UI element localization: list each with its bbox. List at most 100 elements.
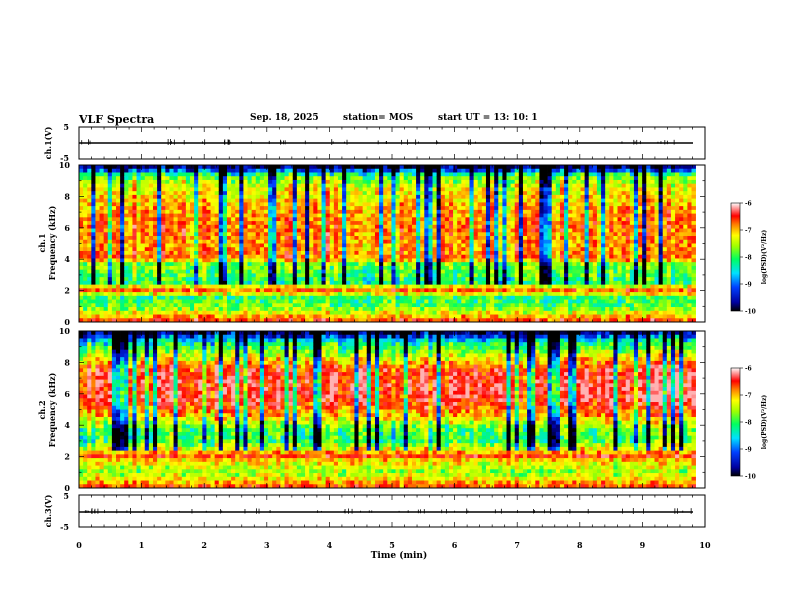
- spectrogram-cell: [99, 179, 105, 185]
- spectrogram-cell: [259, 277, 265, 282]
- spectrogram-cell: [214, 168, 220, 173]
- spectrogram-cell: [428, 254, 433, 259]
- spectrogram-cell: [498, 239, 503, 244]
- spectrogram-cell: [411, 206, 417, 211]
- spectrogram-cell: [350, 247, 355, 252]
- spectrogram-cell: [506, 172, 511, 177]
- spectrogram-cell: [103, 284, 109, 289]
- spectrogram-cell: [95, 254, 100, 259]
- spectrogram-cell: [251, 232, 257, 237]
- spectrogram-cell: [128, 247, 133, 252]
- spectrogram-cell: [99, 217, 105, 222]
- spectrogram-cell: [498, 247, 503, 252]
- spectrogram-cell: [457, 194, 462, 199]
- spectrogram-cell: [444, 292, 450, 297]
- spectrogram-cell: [469, 165, 474, 170]
- spectrogram-cell: [379, 187, 384, 192]
- spectrogram-cell: [428, 277, 433, 282]
- spectrogram-cell: [543, 187, 548, 192]
- spectrogram-cell: [485, 318, 491, 323]
- spectrogram-cell: [440, 307, 446, 312]
- spectrogram-cell: [473, 179, 479, 185]
- spectrogram-cell: [395, 183, 400, 188]
- spectrogram-cell: [510, 318, 516, 323]
- spectrogram-cell: [325, 202, 331, 207]
- spectrogram-cell: [440, 258, 446, 263]
- spectrogram-cell: [210, 318, 215, 323]
- spectrogram-cell: [354, 206, 359, 211]
- spectrogram-cell: [99, 303, 105, 308]
- spectrogram-cell: [325, 254, 331, 259]
- spectrogram-cell: [333, 288, 339, 293]
- spectrogram-cell: [395, 165, 400, 170]
- spectrogram-cell: [128, 168, 133, 173]
- spectrogram-cell: [370, 179, 376, 185]
- spectrogram-cell: [432, 247, 437, 252]
- spectrogram-cell: [374, 239, 380, 244]
- spectrogram-cell: [321, 183, 326, 188]
- spectrogram-cell: [547, 273, 553, 278]
- spectrogram-cell: [514, 250, 520, 256]
- spectrogram-cell: [161, 280, 166, 285]
- spectrogram-cell: [436, 224, 442, 229]
- spectrogram-cell: [136, 224, 142, 229]
- spectrogram-cell: [416, 172, 421, 177]
- spectrogram-cell: [559, 165, 565, 170]
- spectrogram-cell: [411, 239, 417, 244]
- spectrogram-cell: [551, 310, 557, 315]
- spectrogram-cell: [259, 258, 265, 263]
- spectrogram-cell: [403, 292, 409, 297]
- spectrogram-cell: [272, 247, 277, 252]
- spectrogram-cell: [424, 206, 429, 211]
- spectrogram-cell: [535, 224, 540, 229]
- spectrogram-cell: [259, 239, 265, 244]
- spectrogram-cell: [202, 258, 207, 263]
- spectrogram-cell: [391, 318, 396, 323]
- spectrogram-cell: [152, 191, 158, 196]
- spectrogram-cell: [309, 217, 314, 222]
- spectrogram-cell: [350, 236, 355, 241]
- spectrogram-cell: [128, 183, 133, 188]
- spectrogram-cell: [259, 243, 265, 248]
- spectrogram-cell: [453, 284, 458, 289]
- spectrogram-cell: [255, 307, 261, 312]
- spectrogram-cell: [399, 273, 405, 278]
- spectrogram-cell: [226, 209, 232, 214]
- spectrogram-cell: [354, 172, 359, 177]
- spectrogram-cell: [391, 307, 396, 312]
- spectrogram-cell: [202, 262, 207, 267]
- spectrogram-cell: [342, 191, 347, 196]
- spectrogram-cell: [140, 277, 146, 282]
- spectrogram-cell: [424, 262, 429, 267]
- spectrogram-cell: [83, 280, 88, 285]
- spectrogram-cell: [132, 292, 137, 297]
- spectrogram-cell: [457, 221, 462, 226]
- spectrogram-cell: [247, 288, 252, 293]
- spectrogram-cell: [358, 187, 363, 192]
- spectrogram-cell: [416, 198, 421, 203]
- spectrogram-cell: [473, 202, 479, 207]
- spectrogram-cell: [226, 310, 232, 315]
- spectrogram-cell: [539, 202, 544, 207]
- spectrogram-cell: [510, 280, 516, 285]
- spectrogram-cell: [436, 209, 442, 214]
- spectrogram-cell: [428, 247, 433, 252]
- spectrogram-cell: [251, 265, 257, 271]
- spectrogram-cell: [391, 228, 396, 233]
- spectrogram-cell: [116, 273, 121, 278]
- spectrogram-cell: [120, 295, 125, 300]
- spectrogram-cell: [411, 221, 417, 226]
- spectrogram-cell: [161, 179, 166, 185]
- spectrogram-cell: [555, 310, 561, 315]
- spectrogram-cell: [391, 292, 396, 297]
- spectrogram-cell: [214, 217, 220, 222]
- spectrogram-cell: [420, 228, 425, 233]
- spectrogram-cell: [128, 250, 133, 256]
- spectrogram-cell: [313, 232, 318, 237]
- spectrogram-cell: [432, 224, 437, 229]
- spectrogram-cell: [362, 299, 368, 304]
- spectrogram-cell: [440, 172, 446, 177]
- spectrogram-cell: [337, 269, 343, 274]
- spectrogram-cell: [292, 307, 298, 312]
- spectrogram-cell: [490, 172, 495, 177]
